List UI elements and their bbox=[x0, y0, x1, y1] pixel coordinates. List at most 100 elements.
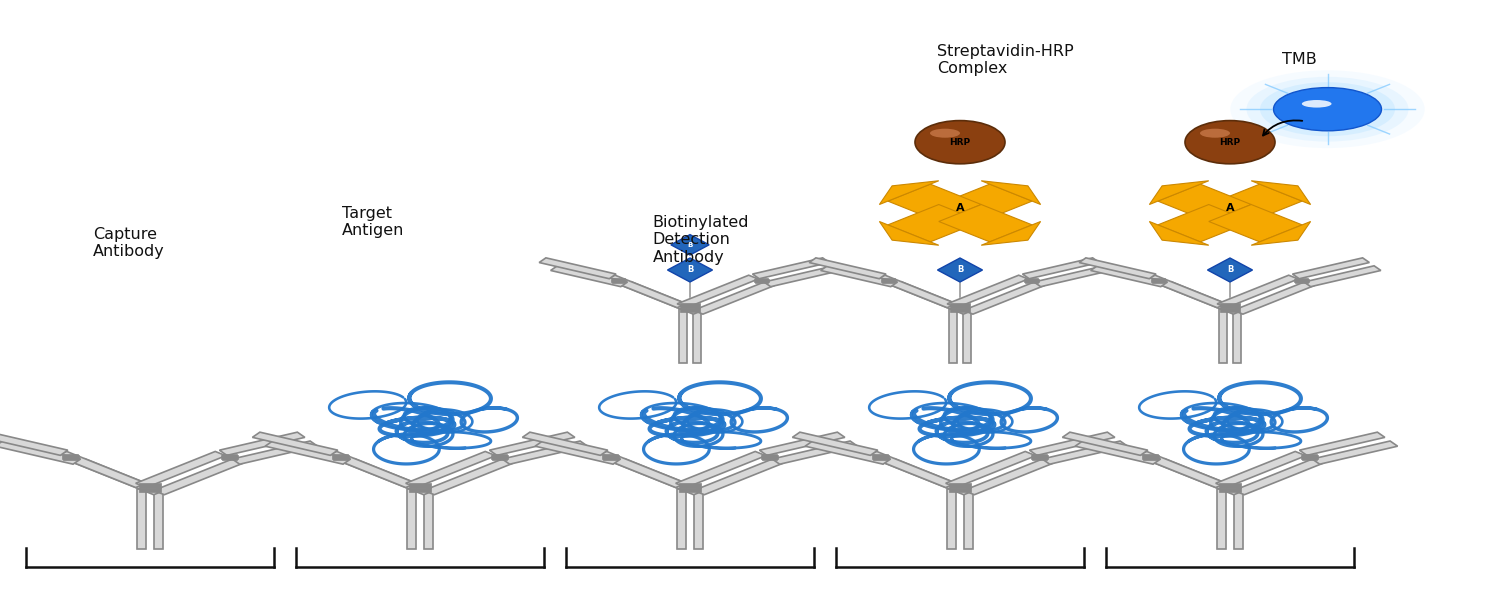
Polygon shape bbox=[610, 279, 626, 282]
Polygon shape bbox=[1062, 432, 1148, 455]
Text: B: B bbox=[687, 265, 693, 275]
Polygon shape bbox=[939, 184, 1032, 221]
Polygon shape bbox=[880, 279, 896, 282]
Polygon shape bbox=[1149, 221, 1209, 245]
Polygon shape bbox=[1251, 221, 1311, 245]
Ellipse shape bbox=[1185, 121, 1275, 164]
Polygon shape bbox=[1143, 454, 1158, 460]
Polygon shape bbox=[138, 483, 162, 488]
Polygon shape bbox=[153, 489, 164, 549]
Polygon shape bbox=[1042, 441, 1128, 464]
Polygon shape bbox=[882, 278, 896, 283]
Polygon shape bbox=[1152, 278, 1166, 283]
Polygon shape bbox=[865, 451, 957, 488]
Polygon shape bbox=[693, 458, 784, 495]
Polygon shape bbox=[948, 309, 957, 363]
Polygon shape bbox=[1294, 278, 1308, 283]
Polygon shape bbox=[138, 489, 147, 549]
Polygon shape bbox=[948, 488, 972, 493]
Polygon shape bbox=[1218, 309, 1227, 363]
Polygon shape bbox=[1150, 279, 1166, 282]
Circle shape bbox=[1260, 82, 1395, 136]
Polygon shape bbox=[1158, 205, 1251, 242]
Polygon shape bbox=[963, 281, 1044, 314]
Polygon shape bbox=[232, 441, 318, 464]
Polygon shape bbox=[344, 458, 435, 495]
Polygon shape bbox=[678, 483, 702, 488]
Polygon shape bbox=[948, 489, 957, 549]
Polygon shape bbox=[950, 308, 970, 312]
Polygon shape bbox=[1220, 304, 1240, 308]
Polygon shape bbox=[948, 483, 972, 488]
Polygon shape bbox=[522, 432, 608, 455]
Text: Target
Antigen: Target Antigen bbox=[342, 206, 405, 238]
Polygon shape bbox=[693, 489, 702, 549]
Polygon shape bbox=[946, 275, 1029, 308]
Polygon shape bbox=[693, 281, 774, 314]
Polygon shape bbox=[222, 454, 237, 460]
Polygon shape bbox=[1209, 205, 1302, 242]
Polygon shape bbox=[876, 275, 957, 308]
Polygon shape bbox=[62, 455, 78, 459]
Text: B: B bbox=[687, 242, 693, 248]
Polygon shape bbox=[821, 266, 897, 287]
Polygon shape bbox=[884, 458, 975, 495]
Polygon shape bbox=[764, 266, 842, 287]
Polygon shape bbox=[135, 451, 226, 488]
Polygon shape bbox=[873, 454, 888, 460]
Polygon shape bbox=[1208, 258, 1252, 282]
Polygon shape bbox=[1233, 281, 1314, 314]
Polygon shape bbox=[1304, 266, 1382, 287]
Polygon shape bbox=[939, 205, 1032, 242]
Polygon shape bbox=[1294, 279, 1310, 282]
Polygon shape bbox=[668, 258, 712, 282]
Polygon shape bbox=[1024, 279, 1039, 282]
Polygon shape bbox=[536, 441, 621, 464]
Polygon shape bbox=[693, 309, 702, 363]
Polygon shape bbox=[489, 432, 574, 455]
Polygon shape bbox=[1076, 441, 1161, 464]
Ellipse shape bbox=[915, 121, 1005, 164]
Polygon shape bbox=[1218, 489, 1227, 549]
Polygon shape bbox=[1032, 455, 1048, 459]
Text: Capture
Antibody: Capture Antibody bbox=[93, 227, 165, 259]
Polygon shape bbox=[332, 455, 348, 459]
Polygon shape bbox=[680, 304, 700, 308]
Polygon shape bbox=[762, 454, 777, 460]
Polygon shape bbox=[963, 458, 1054, 495]
Polygon shape bbox=[981, 181, 1041, 205]
Polygon shape bbox=[670, 235, 710, 255]
Polygon shape bbox=[792, 432, 877, 455]
Polygon shape bbox=[678, 489, 686, 549]
Polygon shape bbox=[678, 309, 687, 363]
Polygon shape bbox=[153, 458, 244, 495]
Polygon shape bbox=[1078, 258, 1156, 279]
Polygon shape bbox=[675, 451, 766, 488]
Text: HRP: HRP bbox=[1220, 137, 1240, 146]
Polygon shape bbox=[1233, 309, 1242, 363]
Ellipse shape bbox=[1200, 128, 1230, 137]
Polygon shape bbox=[806, 441, 891, 464]
Polygon shape bbox=[612, 278, 626, 283]
Polygon shape bbox=[1302, 454, 1317, 460]
Polygon shape bbox=[1158, 184, 1251, 221]
Polygon shape bbox=[1136, 451, 1227, 488]
Polygon shape bbox=[492, 454, 507, 460]
Polygon shape bbox=[1209, 184, 1302, 221]
Polygon shape bbox=[1090, 266, 1167, 287]
Polygon shape bbox=[888, 184, 981, 221]
Text: HRP: HRP bbox=[950, 137, 970, 146]
Polygon shape bbox=[678, 488, 702, 493]
Polygon shape bbox=[1312, 441, 1398, 464]
Polygon shape bbox=[1218, 488, 1242, 493]
Polygon shape bbox=[219, 432, 304, 455]
Polygon shape bbox=[808, 258, 886, 279]
Polygon shape bbox=[754, 278, 768, 283]
Circle shape bbox=[1230, 70, 1425, 148]
Polygon shape bbox=[759, 432, 844, 455]
Polygon shape bbox=[596, 451, 687, 488]
Polygon shape bbox=[603, 454, 618, 460]
Polygon shape bbox=[1161, 281, 1244, 314]
Text: B: B bbox=[1227, 265, 1233, 275]
Polygon shape bbox=[424, 489, 433, 549]
